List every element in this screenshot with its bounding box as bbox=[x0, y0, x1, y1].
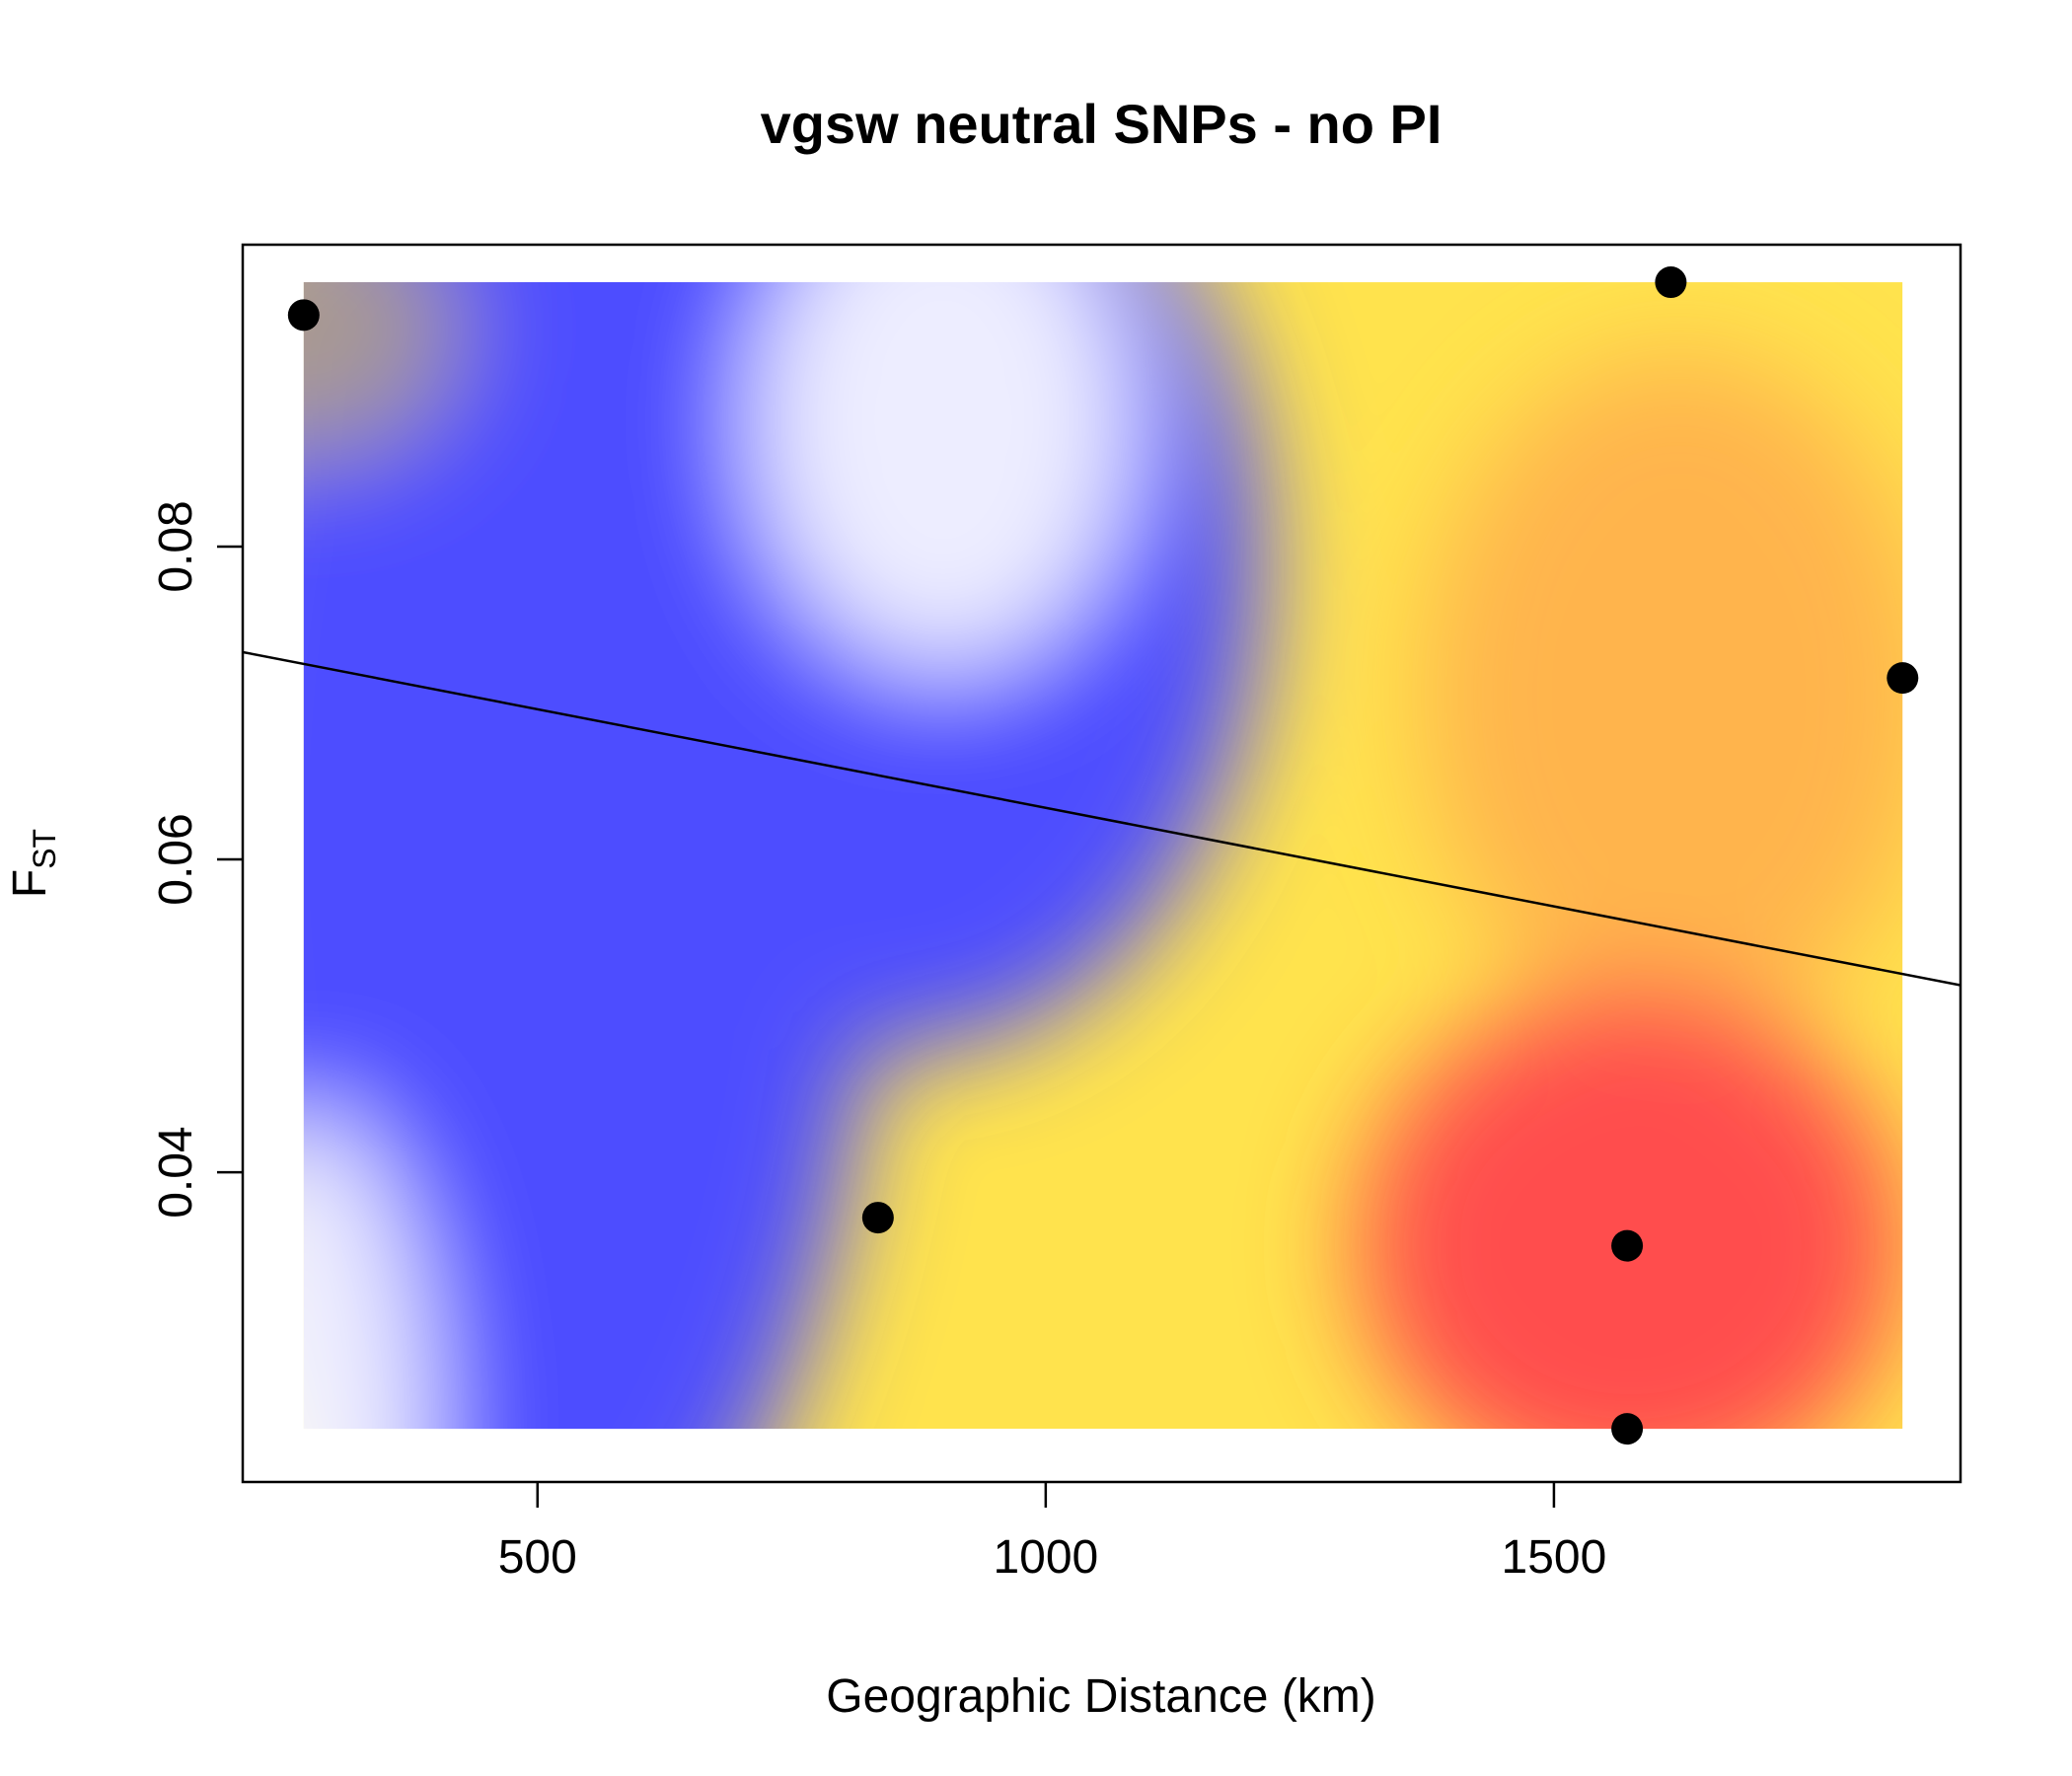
density-blob-brown-corner bbox=[303, 282, 464, 466]
density-blobs bbox=[303, 282, 1903, 1430]
x-tick-label-2: 1000 bbox=[993, 1531, 1098, 1584]
data-point-6 bbox=[1887, 662, 1919, 695]
x-axis: 500 1000 1500 bbox=[498, 1482, 1607, 1584]
y-tick-label-3: 0.08 bbox=[150, 500, 202, 592]
y-axis-label-subscript: ST bbox=[27, 829, 62, 869]
regression-line bbox=[243, 650, 1961, 987]
data-point-4 bbox=[1611, 1413, 1644, 1445]
y-tick-label-2: 0.06 bbox=[150, 813, 202, 905]
density-blob-white-top bbox=[751, 282, 1136, 673]
x-tick-label-1: 500 bbox=[498, 1531, 577, 1584]
data-point-5 bbox=[1655, 266, 1687, 299]
density-background bbox=[303, 282, 1903, 1430]
scatter-points bbox=[287, 266, 1919, 1445]
y-tick-label-1: 0.04 bbox=[150, 1126, 202, 1218]
data-point-1 bbox=[287, 299, 320, 332]
data-point-3 bbox=[1611, 1229, 1644, 1262]
density-blob-orange bbox=[1423, 350, 1903, 1039]
y-axis-label: FST bbox=[4, 829, 62, 898]
density-blob-red bbox=[1359, 993, 1903, 1430]
y-axis-label-main: F bbox=[4, 869, 56, 898]
chart-title: vgsw neutral SNPs - no PI bbox=[761, 93, 1443, 155]
y-axis: 0.04 0.06 0.08 bbox=[150, 500, 243, 1219]
density-blob-blue-mid bbox=[527, 568, 848, 914]
density-blob-white-corner bbox=[303, 1107, 432, 1430]
data-point-2 bbox=[861, 1202, 894, 1234]
x-axis-label: Geographic Distance (km) bbox=[826, 1670, 1376, 1723]
plot-frame bbox=[241, 243, 1962, 1484]
x-tick-label-3: 1500 bbox=[1502, 1531, 1607, 1584]
